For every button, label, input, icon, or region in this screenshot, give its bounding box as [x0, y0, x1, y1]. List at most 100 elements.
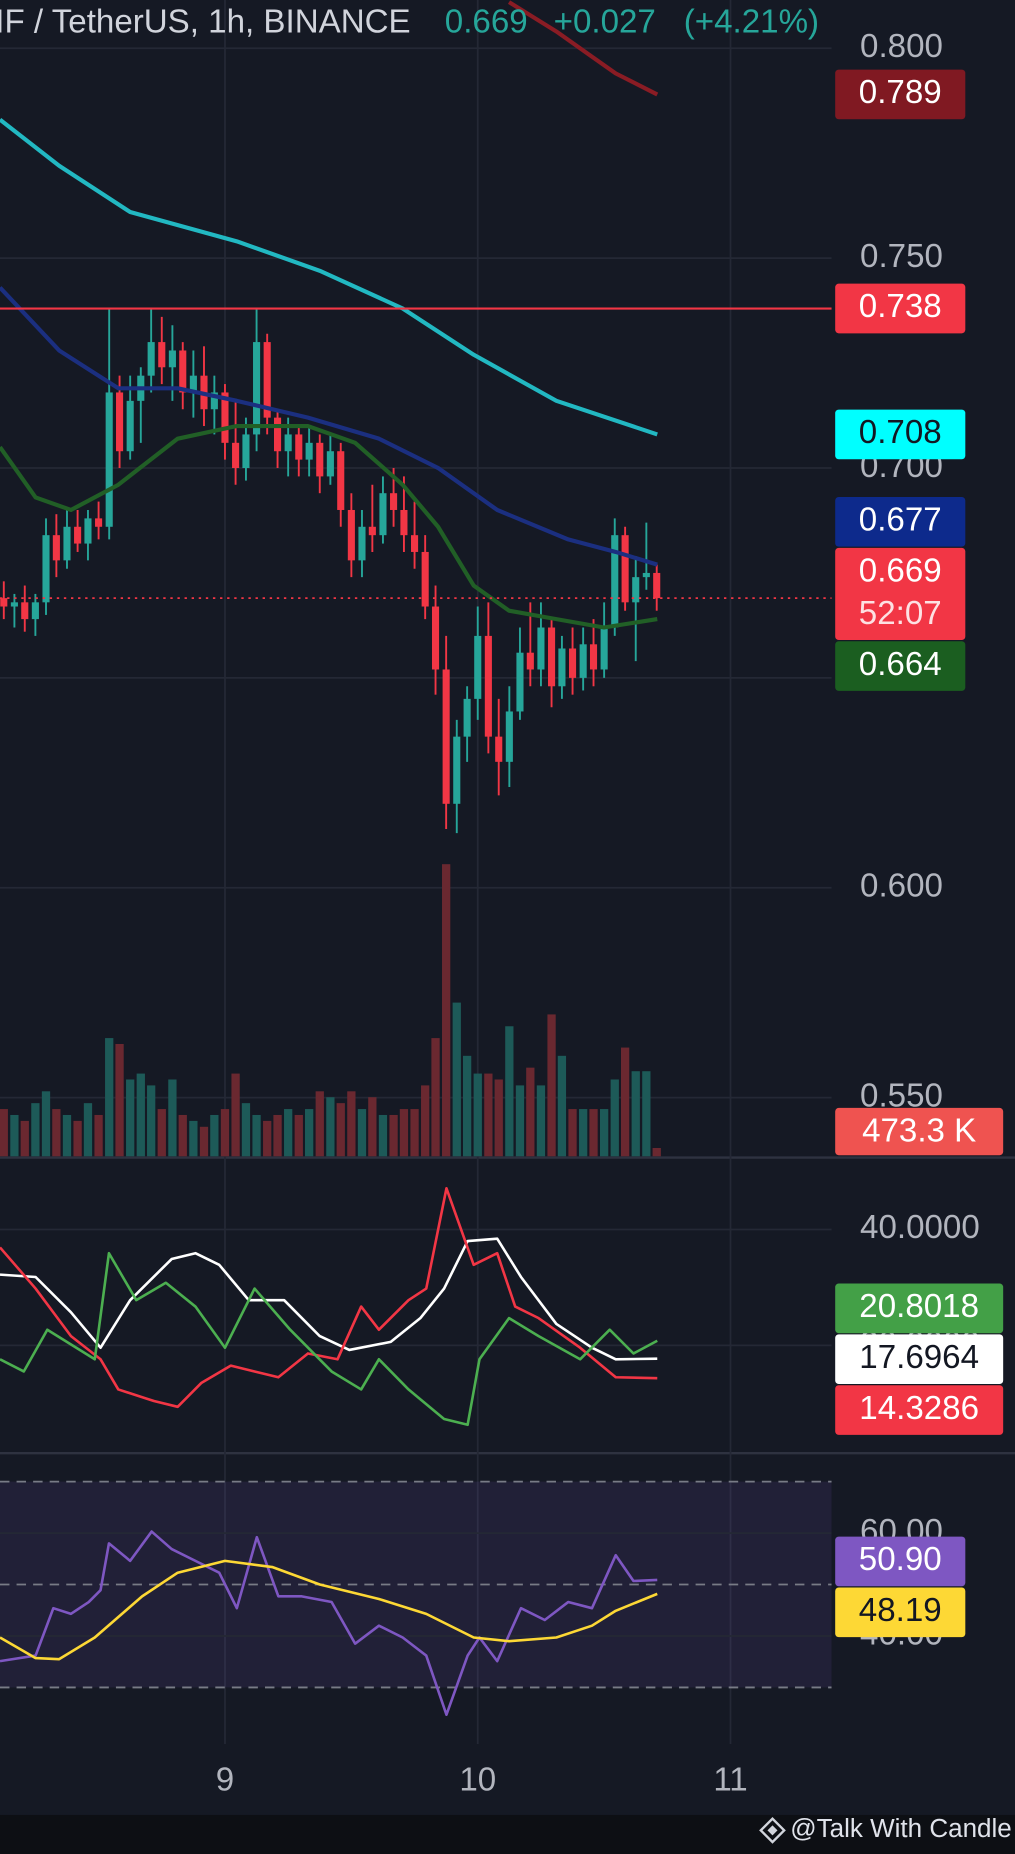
volume-bar [431, 1038, 440, 1157]
candle-body [421, 551, 429, 607]
volume-bar [631, 1071, 640, 1157]
series-line [507, 0, 659, 97]
candle-body [632, 577, 640, 603]
candle-body [179, 350, 187, 393]
volume-bar [241, 1103, 251, 1157]
volume-bar [547, 1014, 556, 1157]
candle-body [42, 535, 50, 603]
volume-bar [421, 1085, 430, 1157]
pane [0, 1187, 832, 1427]
candle-body [431, 606, 440, 670]
volume-bar [210, 1114, 219, 1157]
volume-bar [178, 1114, 187, 1157]
candle-body [400, 509, 408, 536]
volume-bar [357, 1109, 367, 1157]
candle-body [31, 602, 39, 620]
volume-bar [536, 1085, 546, 1157]
candle-body [74, 526, 82, 544]
volume-bar [399, 1109, 409, 1157]
candle-body [21, 602, 29, 620]
candle-body [10, 602, 18, 607]
volume-bar [220, 1109, 230, 1157]
price-tag-label: 20.8018 [859, 1288, 979, 1325]
volume-bar [147, 1085, 156, 1157]
price-tag-label: 48.19 [859, 1592, 942, 1629]
volume-bar [347, 1091, 356, 1157]
volume-bar [62, 1114, 72, 1157]
volume-bar [642, 1071, 651, 1157]
footer-bar [0, 1814, 1015, 1854]
countdown: 52:07 [859, 595, 942, 632]
candle-body [316, 442, 324, 477]
volume-bar [494, 1079, 503, 1157]
candle-body [158, 342, 166, 368]
candle-body [558, 648, 566, 687]
volume-bar [168, 1079, 177, 1157]
candle-body [168, 350, 176, 368]
last-price: 0.669 [445, 3, 528, 40]
volume-bar [199, 1126, 209, 1157]
price-tag [835, 641, 966, 691]
volume-bar [20, 1120, 29, 1157]
price-tag [835, 496, 966, 547]
volume-bar [305, 1109, 314, 1157]
candle-body [147, 342, 155, 376]
volume-bar [252, 1114, 261, 1157]
price-tag-label: 0.664 [859, 646, 942, 683]
y-tick-label: 0.750 [860, 238, 943, 275]
pane [0, 1480, 832, 1717]
candle-body [642, 572, 650, 578]
candle-body [189, 375, 197, 393]
candle-body [600, 627, 608, 670]
volume-bar [526, 1067, 535, 1157]
candle-body [526, 652, 534, 670]
candle-body [105, 392, 113, 527]
price-tag-label: 0.789 [859, 74, 942, 111]
price-change: +0.027 [554, 3, 656, 40]
candle-body [390, 493, 398, 510]
candle-body [463, 698, 471, 737]
candle-body [442, 669, 450, 804]
watermark-logo [759, 1816, 786, 1844]
price-tag [835, 1385, 1004, 1435]
volume-bar [315, 1091, 324, 1157]
candle-body [568, 648, 577, 678]
candle-body [232, 442, 240, 469]
price-tag [835, 1283, 1004, 1334]
volume-bar [442, 864, 451, 1157]
volume-bar [579, 1109, 588, 1157]
volume-bar [94, 1114, 103, 1157]
price-tag-label: 14.3286 [859, 1390, 979, 1427]
candle-body [253, 342, 261, 435]
candle-body [579, 644, 587, 678]
volume-bar [126, 1079, 135, 1157]
price-tag-label: 0.677 [859, 502, 942, 539]
candle-body [474, 635, 482, 699]
candle-body [368, 526, 376, 536]
price-tag [835, 409, 966, 460]
candle-body [305, 442, 313, 460]
volume-bar [31, 1103, 40, 1157]
y-tick-label: 0.600 [860, 868, 943, 905]
candle-body [516, 652, 524, 712]
volume-bar [284, 1109, 293, 1157]
price-change-percent: (+4.21%) [684, 3, 819, 40]
plot-layer: 910110.8000.7500.7000.6500.6000.550473.3… [0, 0, 1004, 1799]
volume-bar [589, 1109, 598, 1157]
candle-body [63, 526, 71, 561]
candle-body [453, 736, 461, 804]
candle-body [358, 526, 366, 561]
pane [0, 0, 832, 1157]
volume-bar [83, 1103, 93, 1157]
volume-bar [378, 1114, 388, 1157]
candle-body [0, 598, 8, 607]
volume-bar [115, 1043, 124, 1157]
volume-bar [368, 1097, 377, 1157]
volume-bar [452, 1002, 461, 1157]
volume-tag [835, 1107, 1004, 1156]
price-tag [835, 283, 966, 334]
volume-bar [484, 1073, 493, 1157]
series-line [0, 1530, 658, 1717]
candle-body [274, 417, 282, 452]
